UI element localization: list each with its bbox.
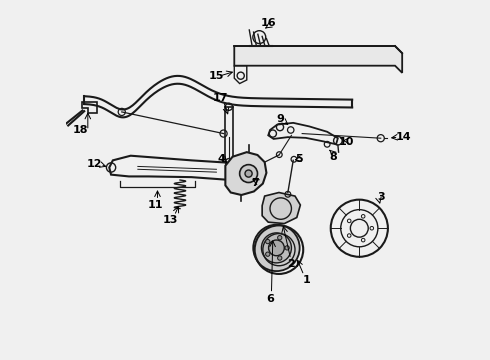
Text: 12: 12	[87, 159, 102, 169]
Polygon shape	[234, 46, 402, 73]
Text: 6: 6	[266, 294, 274, 303]
Text: 9: 9	[276, 114, 284, 124]
Text: 8: 8	[330, 152, 338, 162]
Polygon shape	[262, 193, 300, 224]
Text: 2: 2	[287, 259, 294, 269]
Circle shape	[278, 235, 282, 240]
Text: 10: 10	[339, 137, 354, 147]
Text: 15: 15	[209, 71, 224, 81]
Circle shape	[240, 165, 258, 183]
Circle shape	[266, 252, 270, 256]
Circle shape	[266, 239, 270, 244]
Circle shape	[253, 225, 300, 271]
Text: 4: 4	[218, 154, 226, 163]
Text: 13: 13	[162, 215, 178, 225]
Text: 16: 16	[260, 18, 276, 28]
Circle shape	[269, 240, 284, 256]
Polygon shape	[225, 152, 267, 195]
Text: 11: 11	[148, 200, 164, 210]
Text: 5: 5	[295, 154, 302, 164]
Text: 3: 3	[378, 192, 385, 202]
Text: 14: 14	[396, 132, 412, 142]
Text: 7: 7	[251, 178, 259, 188]
Circle shape	[285, 246, 289, 250]
Circle shape	[245, 170, 252, 177]
Text: 18: 18	[73, 125, 88, 135]
Text: 1: 1	[302, 275, 310, 285]
Text: 17: 17	[212, 93, 228, 103]
Circle shape	[278, 256, 282, 260]
Circle shape	[262, 233, 292, 263]
